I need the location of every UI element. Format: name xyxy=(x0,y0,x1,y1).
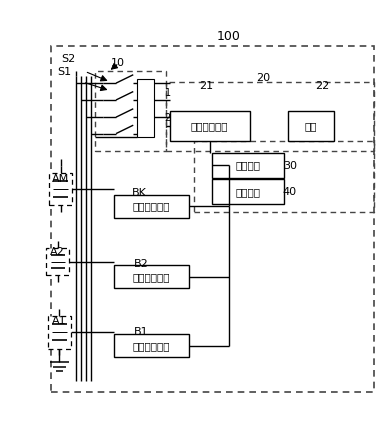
Text: S2: S2 xyxy=(61,54,75,64)
Bar xyxy=(194,141,374,212)
Text: BK: BK xyxy=(132,188,146,198)
Bar xyxy=(137,79,154,137)
Bar xyxy=(114,195,189,218)
Text: 控制模块: 控制模块 xyxy=(235,160,260,170)
Bar xyxy=(47,248,69,275)
Bar xyxy=(49,173,72,205)
Text: 21: 21 xyxy=(199,81,213,91)
Text: B1: B1 xyxy=(134,327,148,337)
Text: 电池管理单元: 电池管理单元 xyxy=(133,272,170,282)
Text: AM: AM xyxy=(52,175,69,184)
Bar xyxy=(51,46,374,392)
Bar xyxy=(169,111,250,141)
Text: 100: 100 xyxy=(217,30,241,43)
Text: 1: 1 xyxy=(165,89,171,98)
Text: 功率变换单元: 功率变换单元 xyxy=(191,121,228,131)
Text: 负载: 负载 xyxy=(305,121,317,131)
Text: 22: 22 xyxy=(315,81,330,91)
Bar xyxy=(114,334,189,357)
Bar xyxy=(95,70,166,151)
Text: B2: B2 xyxy=(134,259,148,268)
Bar xyxy=(288,111,334,141)
Text: 通信模块: 通信模块 xyxy=(235,187,260,197)
Bar xyxy=(166,82,374,151)
Text: 30: 30 xyxy=(283,161,297,171)
Bar xyxy=(212,153,284,178)
Text: 电池管理单元: 电池管理单元 xyxy=(133,201,170,211)
Text: 电池管理单元: 电池管理单元 xyxy=(133,341,170,351)
Bar xyxy=(48,316,71,349)
Text: S1: S1 xyxy=(57,67,72,78)
Bar xyxy=(114,265,189,288)
Text: 10: 10 xyxy=(111,58,125,68)
Text: A2: A2 xyxy=(49,247,64,257)
Text: 20: 20 xyxy=(256,73,270,83)
Bar xyxy=(212,179,284,204)
Text: 2: 2 xyxy=(164,113,171,123)
Text: A1: A1 xyxy=(52,316,66,326)
Text: 40: 40 xyxy=(283,187,297,197)
